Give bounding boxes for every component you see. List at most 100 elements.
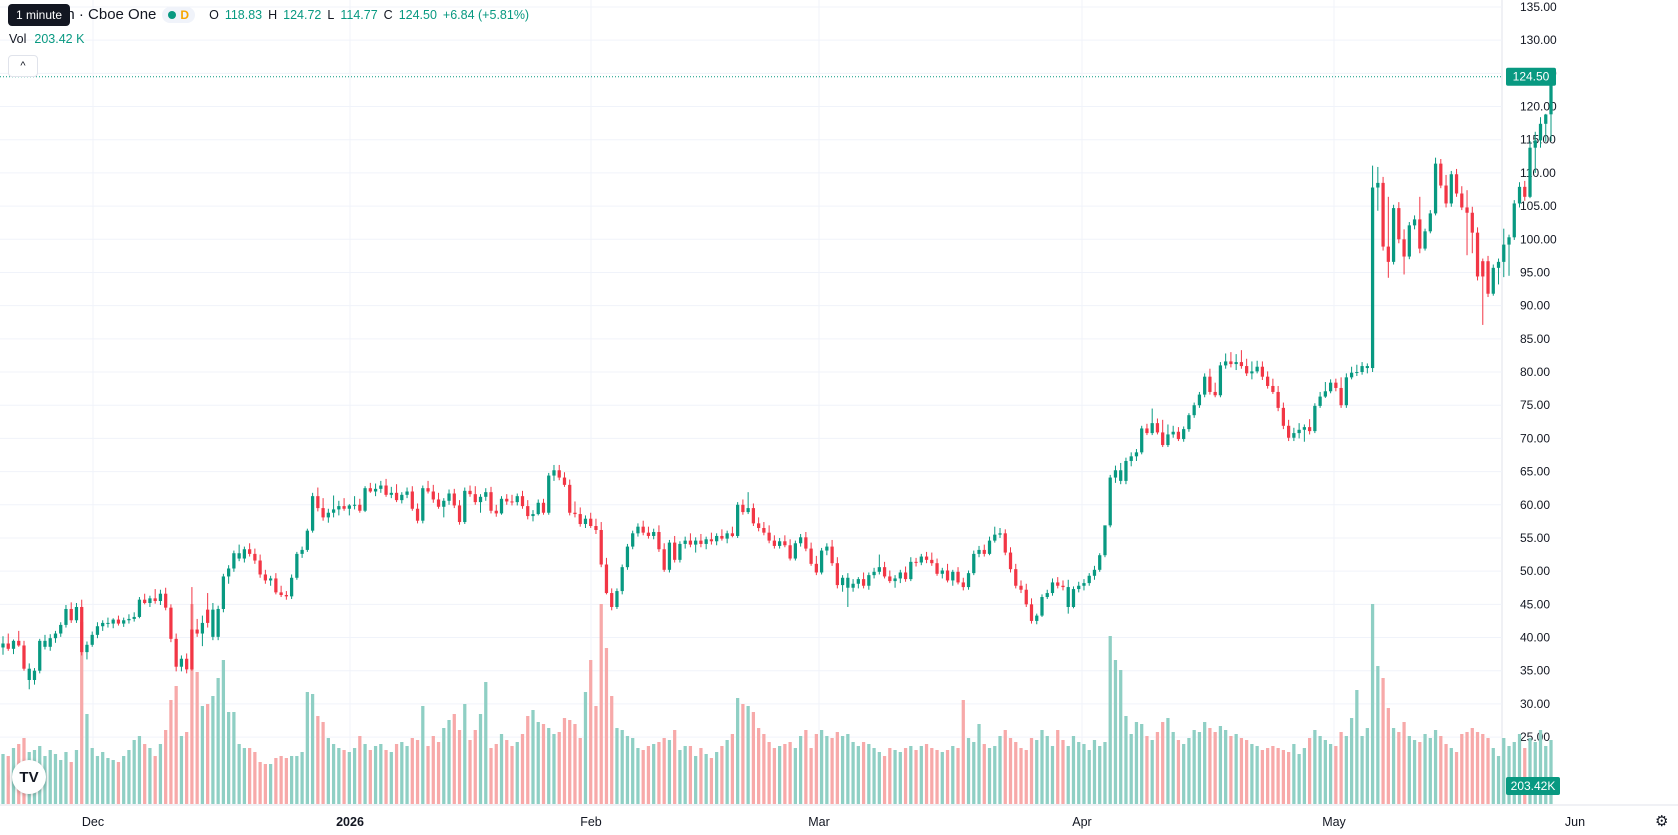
candle-body bbox=[1003, 533, 1007, 553]
volume-bar bbox=[101, 752, 105, 804]
candle-body bbox=[562, 477, 567, 485]
candle-body bbox=[552, 470, 556, 476]
candle-body bbox=[1391, 208, 1396, 262]
y-tick-label: 60.00 bbox=[1520, 498, 1550, 512]
candle-body bbox=[1229, 361, 1233, 365]
volume-bar bbox=[1302, 748, 1306, 804]
volume-bar bbox=[1234, 734, 1238, 804]
candle-body bbox=[6, 643, 10, 649]
candle-body bbox=[268, 578, 273, 581]
volume-bar bbox=[982, 744, 986, 804]
volume-bar bbox=[426, 746, 430, 804]
volume-bar bbox=[694, 756, 698, 804]
candle-body bbox=[148, 598, 152, 604]
volume-bar bbox=[1, 754, 5, 804]
candle-body bbox=[1077, 585, 1081, 590]
candle-body bbox=[1323, 391, 1327, 397]
candle-body bbox=[1418, 219, 1422, 249]
volume-bar bbox=[924, 744, 929, 804]
volume-bar bbox=[1250, 744, 1254, 804]
candle-body bbox=[924, 556, 929, 560]
volume-bar bbox=[148, 748, 152, 804]
candle-body bbox=[274, 578, 278, 593]
candle-body bbox=[1334, 382, 1338, 388]
candle-body bbox=[11, 640, 16, 649]
candle-body bbox=[1502, 244, 1506, 262]
candle-body bbox=[1187, 415, 1191, 430]
volume-bar bbox=[851, 742, 855, 804]
volume-bar bbox=[1255, 746, 1259, 804]
volume-bar bbox=[568, 720, 572, 804]
candle-body bbox=[909, 561, 913, 580]
y-tick-label: 40.00 bbox=[1520, 631, 1550, 645]
volume-bar bbox=[347, 752, 351, 804]
volume-bar bbox=[835, 732, 839, 804]
volume-bar bbox=[1423, 734, 1427, 804]
candle-body bbox=[1397, 208, 1401, 240]
volume-bar bbox=[562, 718, 567, 804]
candle-body bbox=[798, 537, 803, 544]
volume-bar bbox=[1161, 722, 1165, 804]
volume-bar bbox=[861, 742, 866, 804]
collapse-legend-button[interactable]: ^ bbox=[8, 55, 38, 77]
candle-body bbox=[38, 640, 42, 671]
candle-body bbox=[263, 574, 267, 581]
candle-body bbox=[1182, 429, 1186, 440]
candle-body bbox=[1266, 376, 1270, 386]
volume-bar bbox=[1140, 724, 1144, 804]
candle-body bbox=[300, 549, 304, 554]
candle-body bbox=[657, 531, 661, 550]
candle-body bbox=[1318, 396, 1322, 406]
volume-bar bbox=[1045, 736, 1049, 804]
candle-body bbox=[101, 622, 105, 627]
candle-body bbox=[1234, 362, 1238, 365]
candle-body bbox=[489, 492, 493, 511]
volume-bar bbox=[909, 746, 913, 804]
candle-body bbox=[1113, 470, 1118, 478]
market-status-pill[interactable]: D bbox=[162, 6, 196, 23]
volume-bar bbox=[190, 604, 194, 804]
volume-bar bbox=[1449, 748, 1453, 804]
volume-bar bbox=[1297, 754, 1301, 804]
candle-body bbox=[211, 609, 215, 637]
candle-body bbox=[620, 567, 624, 592]
candle-body bbox=[935, 563, 939, 574]
volume-bar bbox=[1496, 756, 1501, 804]
y-tick-label: 110.00 bbox=[1520, 166, 1556, 180]
candle-body bbox=[604, 564, 609, 594]
candle-body bbox=[1061, 585, 1065, 588]
candle-body bbox=[715, 535, 719, 542]
y-tick-label: 30.00 bbox=[1520, 697, 1550, 711]
candle-body bbox=[961, 582, 965, 588]
volume-bar bbox=[1040, 730, 1044, 804]
volume-bar bbox=[1475, 732, 1480, 804]
volume-bar bbox=[945, 750, 950, 804]
volume-bar bbox=[436, 742, 441, 804]
candle-body bbox=[64, 608, 68, 625]
candle-body bbox=[788, 545, 792, 559]
volume-bar bbox=[972, 742, 976, 804]
candle-body bbox=[1008, 552, 1013, 570]
volume-label[interactable]: Vol bbox=[9, 32, 27, 46]
candle-body bbox=[1082, 583, 1086, 586]
volume-bar bbox=[337, 748, 341, 804]
volume-bar bbox=[1276, 748, 1280, 804]
candle-body bbox=[1402, 239, 1406, 257]
candle-body bbox=[310, 496, 315, 531]
volume-bar bbox=[1176, 740, 1181, 804]
settings-gear-icon[interactable]: ⚙ bbox=[1655, 813, 1669, 830]
tradingview-logo[interactable]: TV bbox=[12, 760, 46, 794]
volume-bar bbox=[882, 756, 887, 804]
volume-bar bbox=[431, 736, 435, 804]
volume-bar bbox=[1260, 750, 1265, 804]
volume-bar bbox=[400, 742, 404, 804]
volume-bar bbox=[793, 748, 797, 804]
volume-bar bbox=[767, 742, 771, 804]
candle-body bbox=[179, 658, 184, 667]
volume-bar bbox=[1266, 748, 1270, 804]
candle-body bbox=[1307, 427, 1312, 432]
volume-bar bbox=[74, 750, 79, 804]
volume-bar bbox=[583, 692, 588, 804]
volume-bar bbox=[1402, 722, 1406, 804]
